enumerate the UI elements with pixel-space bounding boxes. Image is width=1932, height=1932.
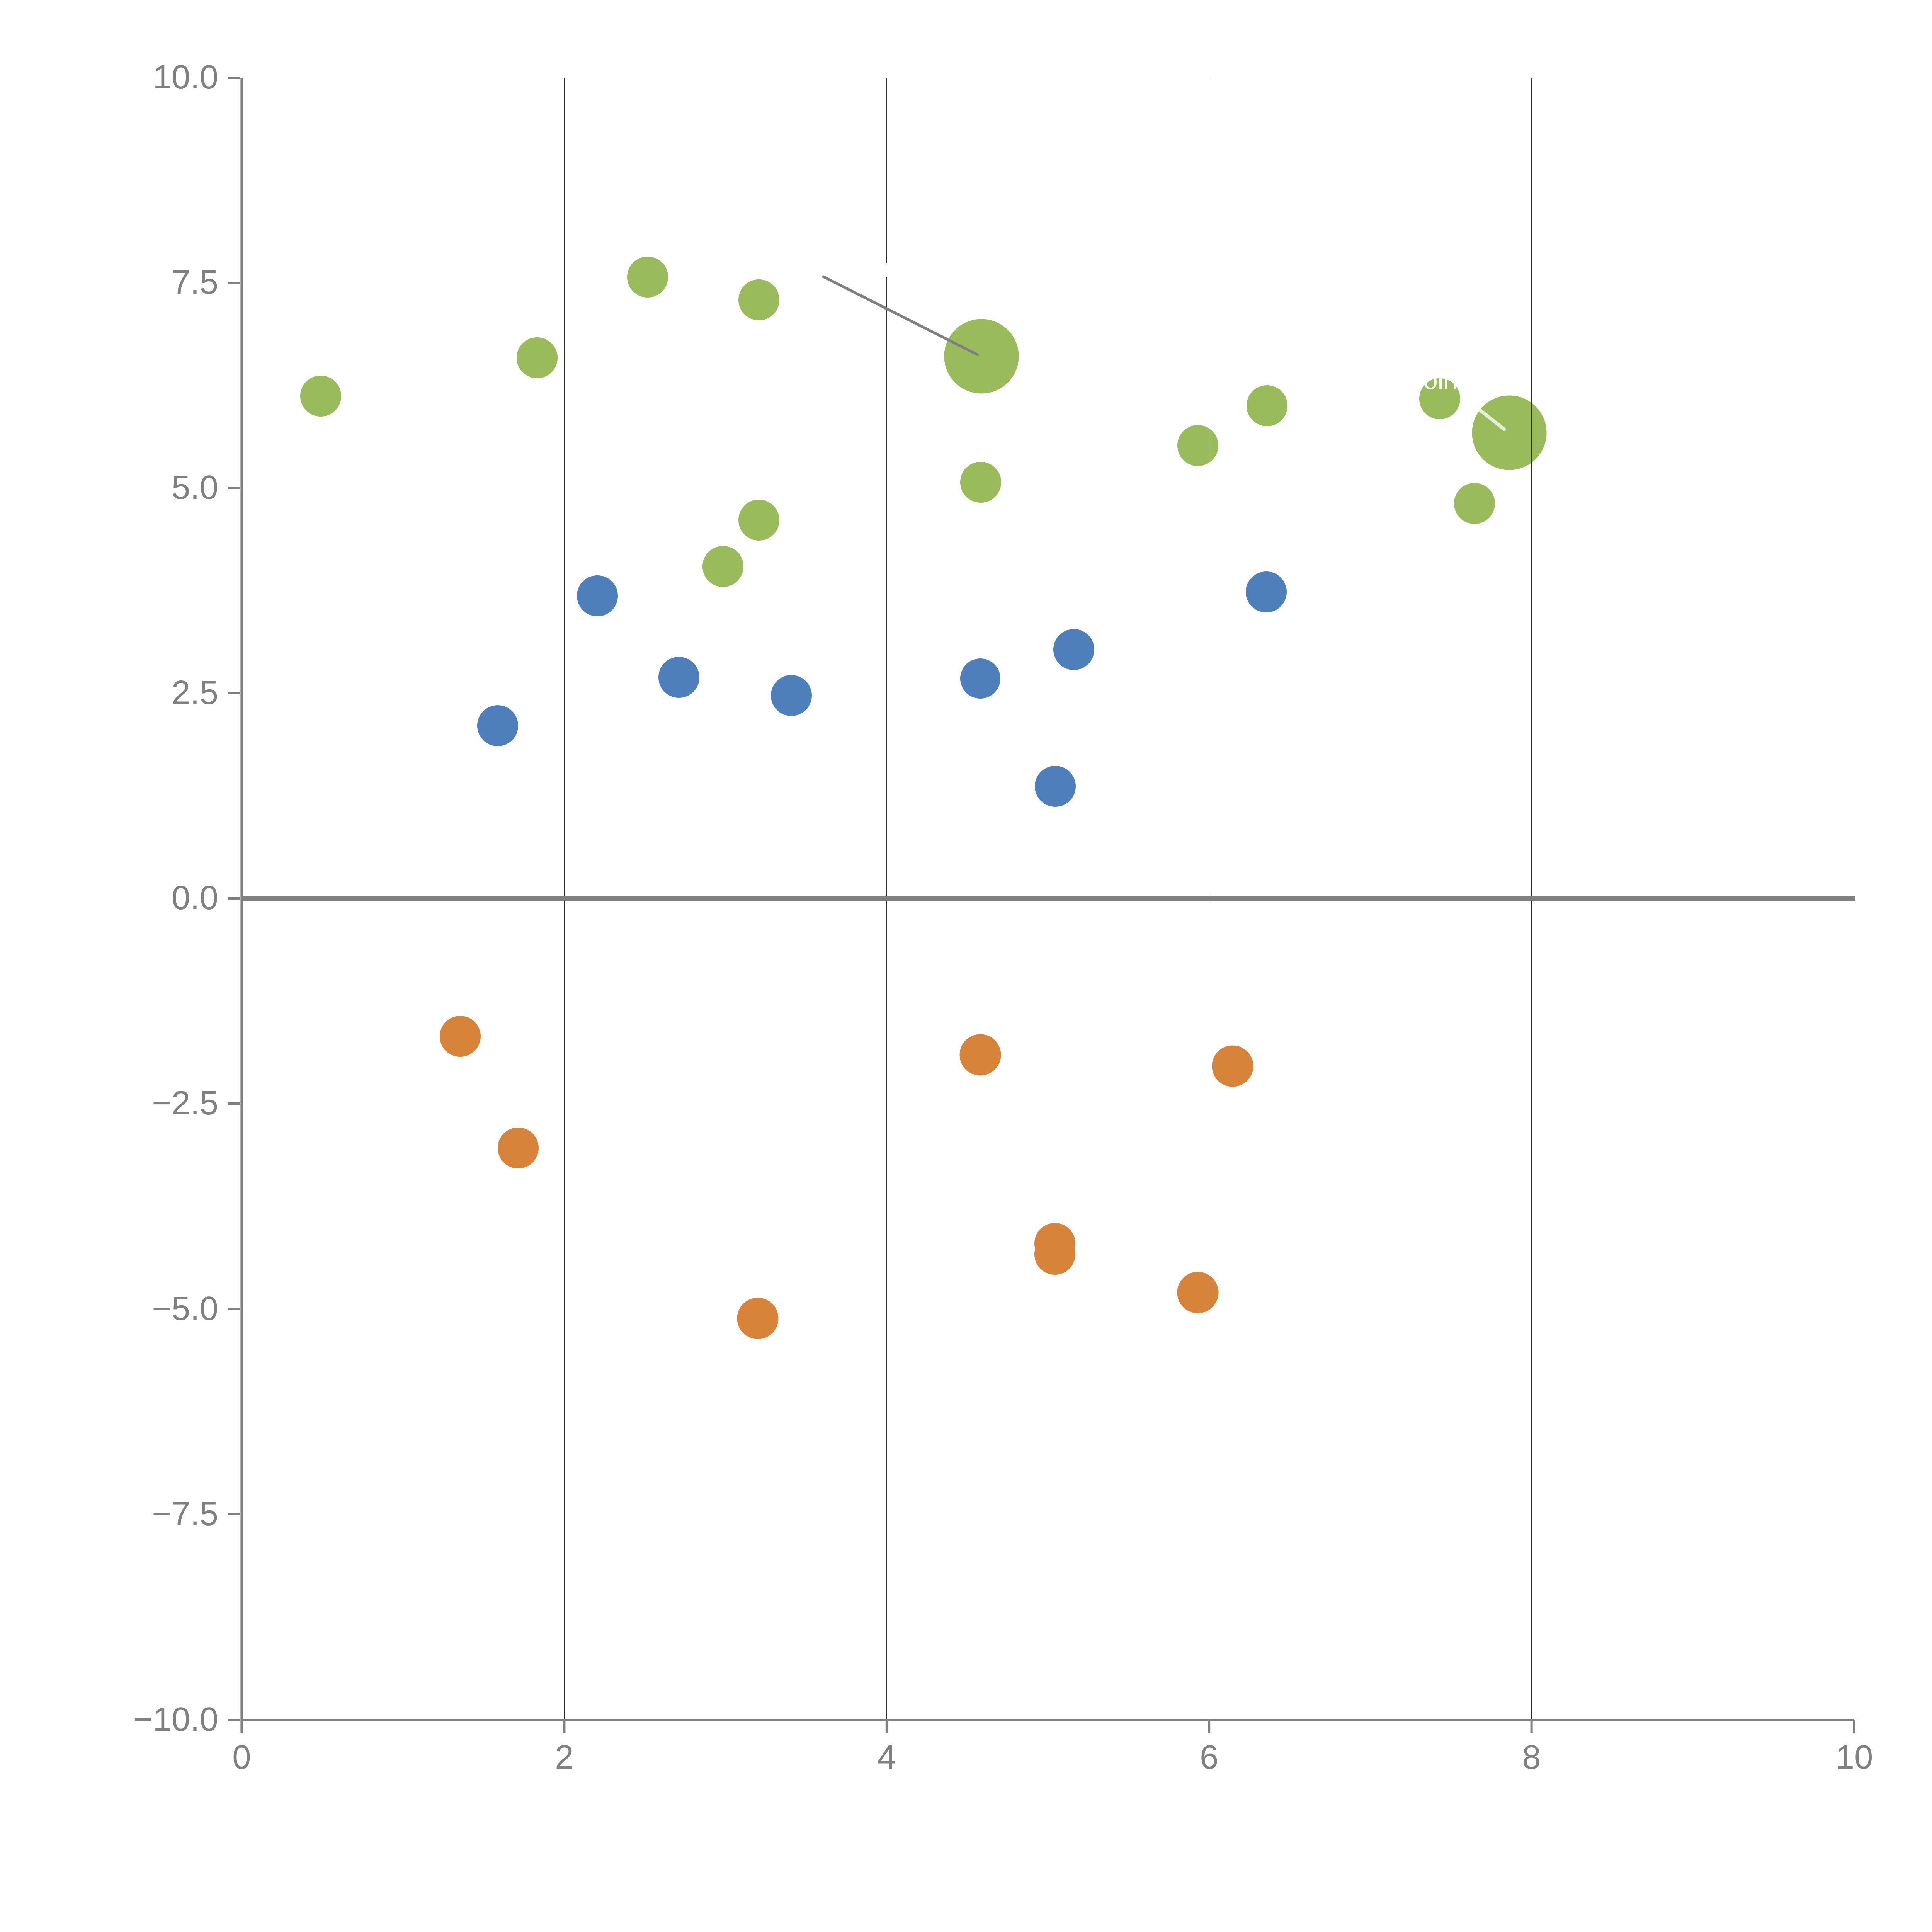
svg-text:2: 2 bbox=[555, 1738, 573, 1776]
svg-text:6: 6 bbox=[1200, 1738, 1218, 1776]
svg-text:10: 10 bbox=[1836, 1738, 1873, 1776]
svg-text:8: 8 bbox=[1522, 1738, 1541, 1776]
svg-text:−2.5: −2.5 bbox=[152, 1084, 218, 1122]
svg-text:10.0: 10.0 bbox=[153, 58, 218, 96]
svg-text:7.5: 7.5 bbox=[172, 264, 218, 301]
svg-text:−5.0: −5.0 bbox=[152, 1290, 218, 1327]
svg-text:0: 0 bbox=[232, 1738, 251, 1776]
svg-text:−10.0: −10.0 bbox=[133, 1701, 218, 1738]
svg-text:5.0: 5.0 bbox=[172, 469, 218, 506]
svg-text:Point 12: Point 12 bbox=[846, 253, 940, 282]
svg-text:2.5: 2.5 bbox=[172, 674, 218, 711]
svg-text:4: 4 bbox=[878, 1738, 896, 1776]
svg-text:Point 18: Point 18 bbox=[1406, 366, 1500, 395]
svg-text:0.0: 0.0 bbox=[172, 879, 218, 917]
svg-text:−7.5: −7.5 bbox=[152, 1495, 218, 1532]
